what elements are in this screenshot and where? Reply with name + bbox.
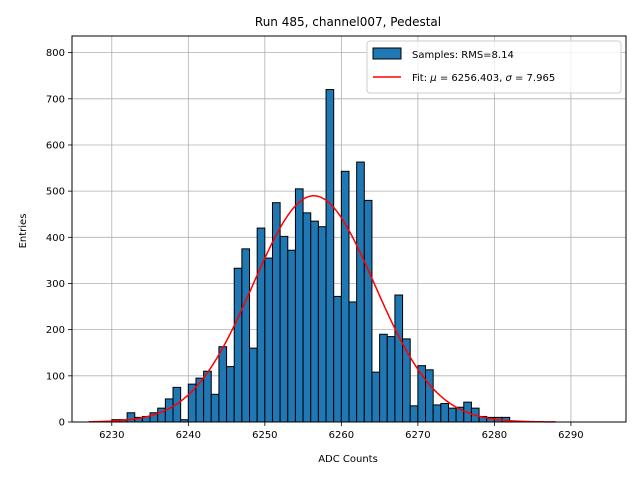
fit-curve-group <box>88 195 556 423</box>
histogram-bar <box>233 267 243 423</box>
histogram-bar <box>294 188 304 423</box>
histogram-bar <box>226 366 235 423</box>
histogram-bar <box>348 301 358 423</box>
y-tick-label: 700 <box>46 94 65 105</box>
histogram-bar <box>432 404 442 423</box>
legend-fit-mu-symbol: μ <box>429 73 436 84</box>
histogram-bar <box>340 170 350 423</box>
y-tick-label: 200 <box>46 325 65 336</box>
y-tick-label: 400 <box>46 233 65 244</box>
histogram-bar <box>264 257 273 423</box>
legend-fit-sigma-symbol: σ <box>505 73 512 84</box>
x-tick-label: 6280 <box>482 430 507 441</box>
fit-curve <box>88 195 556 423</box>
histogram-bar <box>333 295 342 423</box>
histogram-bar <box>218 346 228 423</box>
histogram-bar <box>126 412 136 423</box>
histogram-bar <box>203 370 212 423</box>
y-tick-label: 500 <box>46 187 65 198</box>
x-tick-label: 6290 <box>558 430 583 441</box>
y-tick-label: 0 <box>59 418 65 429</box>
legend-fit-prefix: Fit: <box>412 73 430 84</box>
histogram-bar <box>256 227 266 423</box>
y-tick-label: 600 <box>46 140 65 151</box>
histogram-bar <box>249 347 258 423</box>
histogram-bar <box>371 371 381 423</box>
histogram-bar <box>447 407 457 423</box>
legend-fit-label: Fit: μ = 6256.403, σ = 7.965 <box>412 73 555 84</box>
histogram-bar <box>210 393 220 423</box>
y-tick-label: 300 <box>46 279 65 290</box>
legend-fit-sigma-value: = 7.965 <box>512 73 555 84</box>
y-tick-label: 100 <box>46 371 65 382</box>
histogram-bar <box>317 226 327 423</box>
chart-title: Run 485, channel007, Pedestal <box>255 15 441 29</box>
y-axis: 0 100 200 300 400 500 600 700 800 <box>46 48 72 429</box>
histogram-bar <box>302 212 312 423</box>
x-tick-label: 6250 <box>252 430 277 441</box>
legend-samples-swatch <box>372 47 402 60</box>
histogram-bar <box>425 369 434 423</box>
histogram-bar <box>279 235 289 423</box>
x-axis-label: ADC Counts <box>318 454 378 465</box>
histogram-bar <box>409 405 419 423</box>
histogram-bar <box>310 220 319 423</box>
histogram-bar <box>440 403 449 423</box>
histogram-bar <box>187 383 197 423</box>
legend: Samples: RMS=8.14 Fit: μ = 6256.403, σ =… <box>366 40 622 94</box>
legend-box <box>366 40 622 94</box>
histogram-bars <box>111 89 511 423</box>
histogram-bar <box>394 294 404 423</box>
histogram-bar <box>379 333 388 423</box>
y-tick-label: 800 <box>46 48 65 59</box>
histogram-bar <box>363 199 373 423</box>
histogram-bar <box>325 89 335 423</box>
histogram-bar <box>386 336 396 423</box>
x-tick-label: 6260 <box>329 430 354 441</box>
plot-frame <box>71 35 627 423</box>
legend-fit-mu-value: = 6256.403, <box>437 73 506 84</box>
histogram-bar <box>356 161 365 423</box>
y-axis-label: Entries <box>18 214 29 249</box>
histogram-bar <box>287 249 296 423</box>
legend-samples-label: Samples: RMS=8.14 <box>412 50 514 61</box>
x-tick-label: 6270 <box>405 430 430 441</box>
x-axis: 6230 6240 6250 6260 6270 6280 6290 <box>99 422 584 441</box>
histogram-bar <box>241 248 251 423</box>
x-tick-label: 6230 <box>99 430 124 441</box>
x-tick-label: 6240 <box>176 430 201 441</box>
